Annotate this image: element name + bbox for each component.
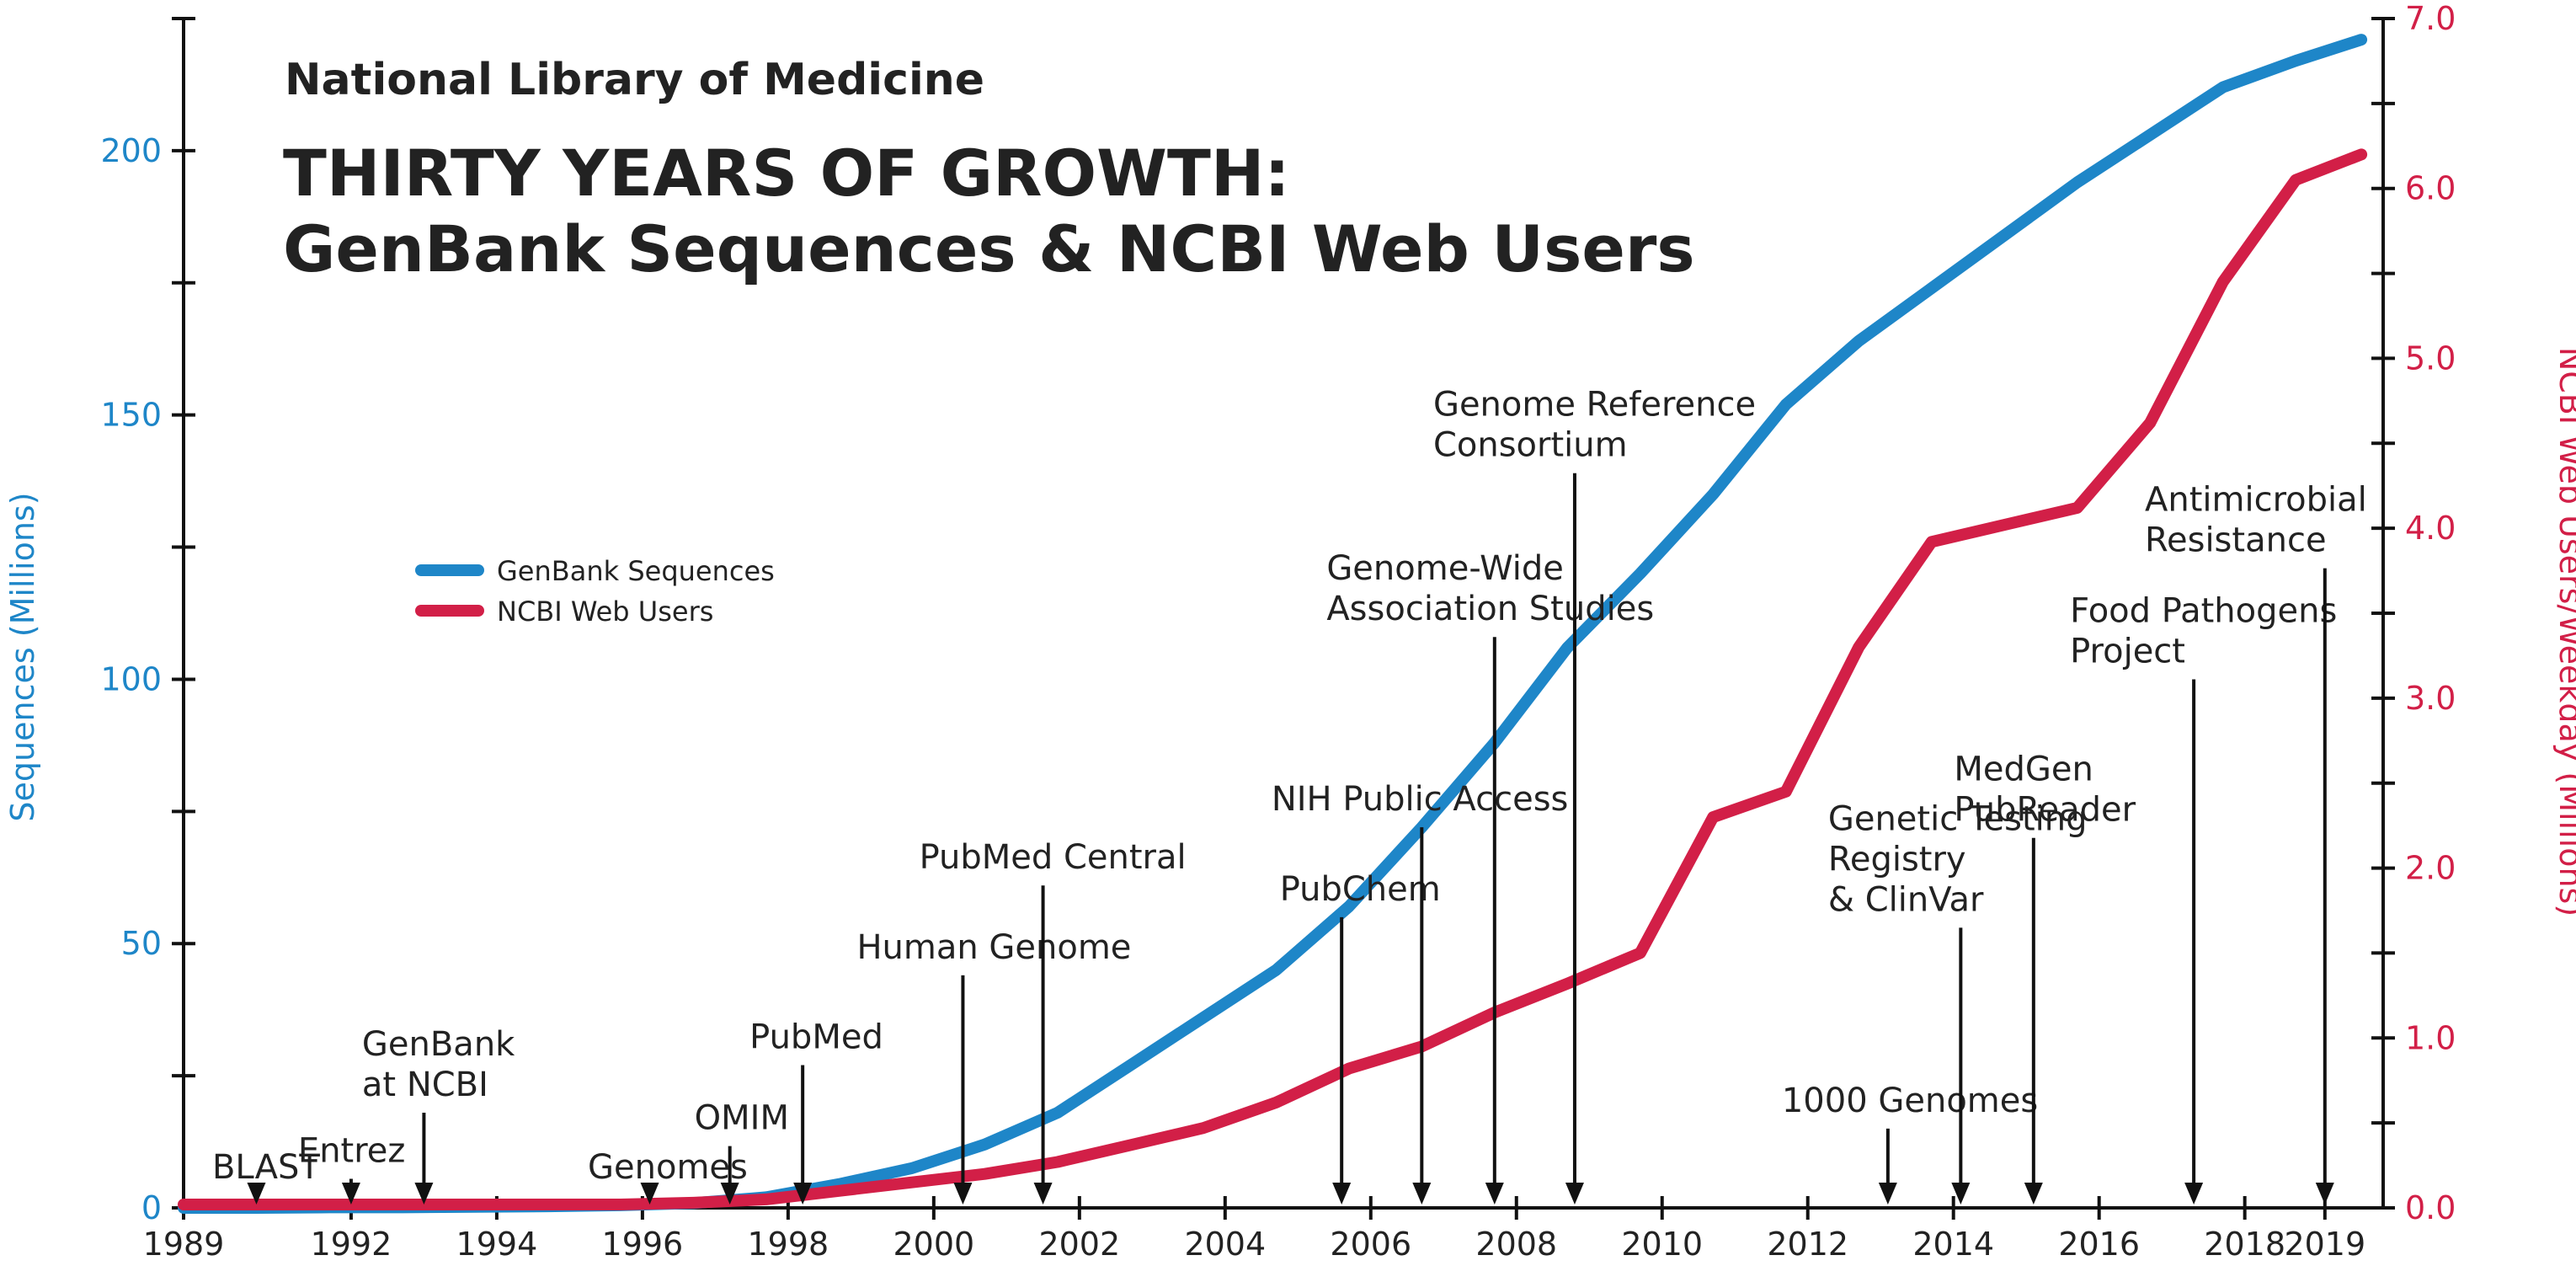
organization-name: National Library of Medicine — [285, 55, 984, 105]
x-tick-label: 2016 — [2058, 1226, 2140, 1263]
milestone-label: MedGen — [1954, 751, 2093, 789]
y-right-tick-label: 7.0 — [2405, 0, 2456, 37]
x-tick-label: 2004 — [1184, 1226, 1266, 1263]
milestone-arrowhead — [1485, 1183, 1504, 1205]
x-tick-label: 1998 — [748, 1226, 829, 1263]
milestone-arrowhead — [1565, 1183, 1584, 1205]
milestone-arrowhead — [953, 1183, 973, 1205]
milestone-label: PubMed — [749, 1018, 883, 1057]
x-tick-label: 2010 — [1621, 1226, 1703, 1263]
y-right-tick-label: 6.0 — [2405, 170, 2456, 207]
legend-label-genbank: GenBank Sequences — [497, 555, 775, 587]
x-tick-label: 2006 — [1330, 1226, 1411, 1263]
milestone-label: BLAST — [212, 1148, 320, 1187]
milestone-arrowhead — [1332, 1183, 1352, 1205]
milestone-label: Registry — [1828, 840, 1966, 879]
milestone-label: at NCBI — [362, 1066, 488, 1104]
milestone-label: Consortium — [1433, 426, 1628, 465]
y-axis-right-label: NCBI Web Users/Weekday (Millions) — [2552, 347, 2576, 916]
milestone-arrowhead — [720, 1183, 739, 1205]
y-right-tick-label: 4.0 — [2405, 510, 2456, 547]
milestone-label: 1000 Genomes — [1782, 1082, 2038, 1120]
milestone-label: GenBank — [362, 1025, 515, 1064]
y-right-tick-label: 5.0 — [2405, 339, 2456, 377]
milestone-arrowhead — [414, 1183, 434, 1205]
x-tick-label: 2000 — [893, 1226, 974, 1263]
y-right-tick-label: 2.0 — [2405, 850, 2456, 887]
milestone-label: NIH Public Access — [1272, 780, 1569, 819]
milestone-label: & ClinVar — [1828, 880, 1984, 919]
milestone-label: PubMed Central — [920, 838, 1187, 877]
milestone-arrowhead — [2024, 1183, 2043, 1205]
y-right-tick-label: 1.0 — [2405, 1019, 2456, 1056]
series-line-ncbi — [178, 148, 2368, 1210]
x-tick-label: 2019 — [2284, 1226, 2365, 1263]
milestone-arrowhead — [247, 1183, 266, 1205]
x-tick-label: 1994 — [456, 1226, 538, 1263]
milestone-label: PubChem — [1280, 870, 1441, 909]
x-tick-label: 1992 — [311, 1226, 392, 1263]
y-right-tick-label: 3.0 — [2405, 680, 2456, 717]
milestone-label: Project — [2070, 632, 2185, 670]
milestone-label: Genomes — [588, 1148, 748, 1187]
x-tick-label: 1989 — [143, 1226, 225, 1263]
milestone-label: PubReader — [1954, 791, 2136, 830]
milestone-label: Entrez — [298, 1131, 405, 1170]
chart-title-line2: GenBank Sequences & NCBI Web Users — [283, 211, 1695, 286]
x-tick-label: 2012 — [1767, 1226, 1848, 1263]
x-tick-label: 2008 — [1475, 1226, 1557, 1263]
milestone-arrowhead — [1878, 1183, 1897, 1205]
legend-label-ncbi: NCBI Web Users — [497, 596, 713, 628]
milestone-arrowhead — [2315, 1183, 2334, 1205]
milestone-arrowhead — [1033, 1183, 1053, 1205]
y-left-tick-label: 100 — [100, 660, 162, 697]
x-tick-label: 2002 — [1038, 1226, 1120, 1263]
x-tick-label: 2014 — [1912, 1226, 1994, 1263]
y-left-tick-label: 50 — [121, 925, 162, 962]
milestone-arrowhead — [1412, 1183, 1432, 1205]
y-left-tick-label: 0 — [141, 1189, 162, 1226]
milestone-label: Resistance — [2145, 521, 2327, 560]
y-axis-left-label: Sequences (Millions) — [4, 492, 41, 821]
milestone-label: OMIM — [695, 1099, 789, 1138]
milestone-label: Genetic Testing — [1828, 799, 2088, 838]
legend: GenBank Sequences NCBI Web Users — [415, 555, 775, 628]
y-left-tick-label: 200 — [100, 132, 162, 169]
milestone-arrowhead — [341, 1183, 360, 1205]
milestone-label: Genome-Wide — [1326, 549, 1564, 588]
chart-title-line1: THIRTY YEARS OF GROWTH: — [283, 136, 1290, 211]
milestone-label: Food Pathogens — [2070, 591, 2337, 630]
milestone-arrowhead — [2184, 1183, 2204, 1205]
x-tick-label: 2018 — [2204, 1226, 2285, 1263]
milestone-label: Antimicrobial — [2145, 481, 2367, 520]
x-tick-label: 1996 — [602, 1226, 684, 1263]
milestone-arrowhead — [640, 1183, 659, 1205]
y-left-tick-label: 150 — [100, 397, 162, 434]
milestone-label: Genome Reference — [1433, 386, 1756, 425]
milestone-label: Human Genome — [856, 928, 1131, 967]
series-layer — [178, 34, 2368, 1214]
milestone-arrowhead — [793, 1183, 813, 1205]
y-right-tick-label: 0.0 — [2405, 1189, 2456, 1226]
milestone-arrowhead — [1951, 1183, 1971, 1205]
milestone-label: Association Studies — [1326, 590, 1654, 628]
